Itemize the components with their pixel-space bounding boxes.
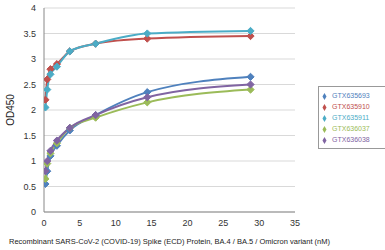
svg-text:4: 4 (31, 3, 36, 13)
html-text:GTX635911: GTX635911 (332, 114, 370, 121)
html-text:GTX636037: GTX636037 (332, 125, 370, 132)
svg-text:15: 15 (147, 218, 157, 228)
svg-text:1: 1 (31, 156, 36, 166)
html-text:GTX636038: GTX636038 (332, 136, 370, 143)
svg-text:OD450: OD450 (8, 94, 16, 126)
svg-text:1.5: 1.5 (23, 131, 36, 141)
svg-text:3.5: 3.5 (23, 29, 36, 39)
svg-text:25: 25 (218, 218, 228, 228)
svg-text:20: 20 (182, 218, 192, 228)
svg-text:10: 10 (111, 218, 121, 228)
svg-text:0: 0 (31, 207, 36, 217)
svg-text:30: 30 (254, 218, 264, 228)
svg-text:2: 2 (31, 105, 36, 115)
svg-text:35: 35 (290, 218, 300, 228)
svg-text:2.5: 2.5 (23, 80, 36, 90)
svg-text:3: 3 (31, 54, 36, 64)
svg-text:Recombinant SARS-CoV-2 (COVID-: Recombinant SARS-CoV-2 (COVID-19) Spike … (9, 237, 330, 246)
svg-text:0.5: 0.5 (23, 182, 36, 192)
svg-text:5: 5 (77, 218, 82, 228)
html-text:GTX635693: GTX635693 (332, 92, 370, 99)
html-text:GTX635910: GTX635910 (332, 103, 370, 110)
svg-text:0: 0 (41, 218, 46, 228)
